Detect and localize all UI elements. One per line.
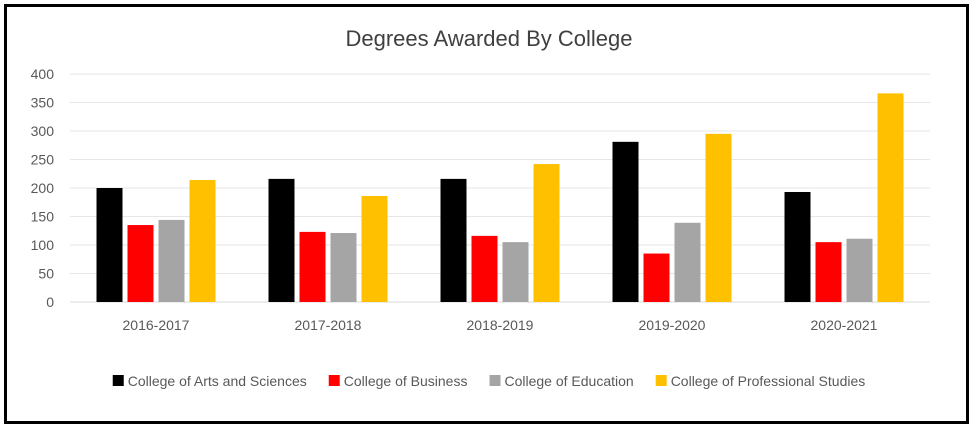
x-axis-ticks: 2016-2017 2017-2018 2018-2019 2019-2020 2020… bbox=[123, 317, 878, 333]
y-tick-label: 200 bbox=[31, 180, 55, 196]
bar bbox=[846, 238, 873, 302]
y-tick-label: 50 bbox=[38, 266, 54, 282]
legend-swatch bbox=[655, 375, 667, 386]
bar bbox=[440, 178, 467, 302]
bar bbox=[705, 133, 732, 302]
bar bbox=[502, 242, 529, 302]
legend: College of Arts and Sciences College of B… bbox=[112, 373, 866, 389]
bar bbox=[533, 164, 560, 302]
x-tick-label: 2017-2018 bbox=[295, 317, 362, 333]
bar bbox=[815, 242, 842, 302]
bar bbox=[784, 191, 811, 302]
bar bbox=[96, 188, 123, 302]
bars bbox=[96, 93, 904, 302]
bar bbox=[268, 178, 295, 302]
bar bbox=[361, 195, 388, 302]
y-tick-label: 100 bbox=[31, 237, 55, 253]
y-tick-label: 400 bbox=[31, 66, 55, 82]
legend-label: College of Professional Studies bbox=[671, 373, 866, 389]
x-tick-label: 2018-2019 bbox=[467, 317, 534, 333]
bar bbox=[471, 235, 498, 302]
bar bbox=[877, 93, 904, 302]
legend-item: College of Business bbox=[328, 373, 468, 389]
y-tick-label: 150 bbox=[31, 209, 55, 225]
bar bbox=[127, 225, 154, 302]
legend-label: College of Education bbox=[504, 373, 633, 389]
x-tick-label: 2016-2017 bbox=[123, 317, 190, 333]
x-tick-label: 2020-2021 bbox=[811, 317, 878, 333]
bar bbox=[158, 219, 185, 302]
y-tick-label: 0 bbox=[46, 294, 54, 310]
bar bbox=[330, 233, 357, 302]
y-axis-ticks: 0 50 100 150 200 250 300 350 400 bbox=[31, 66, 55, 310]
legend-swatch bbox=[112, 375, 124, 386]
y-tick-label: 350 bbox=[31, 95, 55, 111]
y-tick-label: 300 bbox=[31, 123, 55, 139]
legend-item: College of Professional Studies bbox=[655, 373, 866, 389]
legend-swatch bbox=[328, 375, 340, 386]
legend-item: College of Arts and Sciences bbox=[112, 373, 307, 389]
bar bbox=[189, 180, 216, 302]
legend-swatch bbox=[489, 375, 501, 386]
legend-label: College of Arts and Sciences bbox=[128, 373, 307, 389]
legend-label: College of Business bbox=[344, 373, 468, 389]
bar bbox=[299, 231, 326, 302]
chart-title: Degrees Awarded By College bbox=[346, 26, 633, 51]
x-tick-label: 2019-2020 bbox=[639, 317, 706, 333]
bar bbox=[643, 253, 670, 302]
y-tick-label: 250 bbox=[31, 152, 55, 168]
bar bbox=[612, 141, 639, 302]
bar bbox=[674, 222, 701, 302]
legend-item: College of Education bbox=[489, 373, 634, 389]
